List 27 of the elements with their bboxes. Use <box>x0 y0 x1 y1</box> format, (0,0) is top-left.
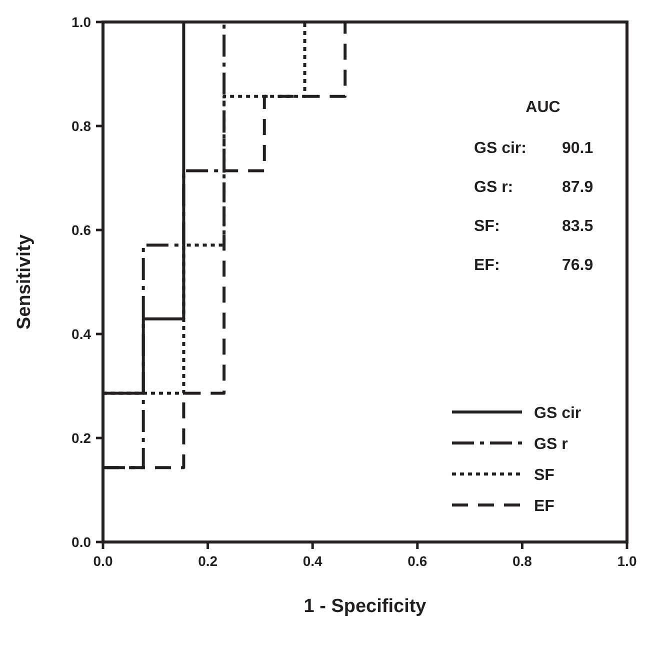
y-tick-label: 0.2 <box>72 430 92 446</box>
legend-label: EF <box>534 498 555 515</box>
legend-label: GS r <box>534 436 568 453</box>
y-tick-label: 0.6 <box>72 222 92 238</box>
y-tick-label: 0.0 <box>72 534 92 550</box>
legend-label: GS cir <box>534 405 582 422</box>
legend-label: SF <box>534 467 555 484</box>
annotation: GS cir: <box>474 140 526 157</box>
x-tick-label: 1.0 <box>617 553 637 569</box>
annotation: 83.5 <box>562 218 594 235</box>
x-tick-label: 0.2 <box>198 553 218 569</box>
annotation: SF: <box>474 218 500 235</box>
x-tick-label: 0.4 <box>302 553 323 569</box>
y-axis-title: Sensitivity <box>14 234 35 330</box>
x-axis-title: 1 - Specificity <box>304 596 427 617</box>
y-tick-label: 0.4 <box>72 326 92 342</box>
x-tick-label: 0.6 <box>408 553 428 569</box>
annotation: 90.1 <box>562 140 594 157</box>
x-tick-label: 0.8 <box>512 553 532 569</box>
annotation: 87.9 <box>562 179 594 196</box>
annotation: AUC <box>526 99 561 116</box>
annotation: EF: <box>474 257 500 274</box>
annotation: GS r: <box>474 179 514 196</box>
y-tick-label: 0.8 <box>72 118 92 134</box>
x-tick-label: 0.0 <box>93 553 113 569</box>
y-tick-label: 1.0 <box>72 14 92 30</box>
annotation: 76.9 <box>562 257 594 274</box>
